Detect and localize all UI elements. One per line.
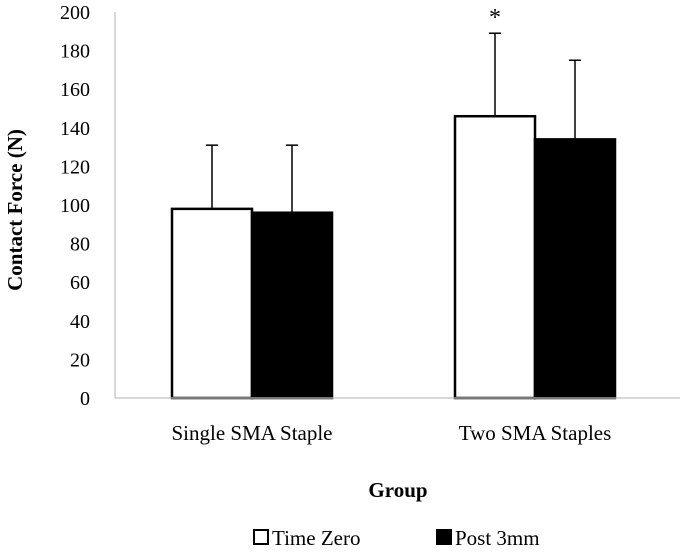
- y-tick-label-60: 60: [70, 272, 90, 294]
- bars: [170, 114, 617, 400]
- bar-post-3mm-1: [250, 211, 334, 400]
- y-tick-label-20: 20: [70, 349, 90, 371]
- x-category-label-2: Two SMA Staples: [459, 421, 612, 445]
- significance-marker: *: [489, 5, 501, 31]
- bar-time-zero-1: [170, 207, 254, 400]
- y-axis-title: Contact Force (N): [3, 129, 27, 291]
- error-bars: [206, 32, 581, 213]
- y-tick-label-140: 140: [60, 118, 90, 140]
- y-tick-label-200: 200: [60, 2, 90, 24]
- x-category-label-1: Single SMA Staple: [171, 421, 332, 445]
- y-tick-label-80: 80: [70, 234, 90, 256]
- y-axis-ticks: 0 20 40 60 80 100 120 140 160 180 200: [60, 2, 90, 410]
- legend: Time Zero Post 3mm: [253, 526, 540, 550]
- bar-time-zero-2: [453, 114, 537, 400]
- y-tick-label-40: 40: [70, 311, 90, 333]
- y-tick-label-0: 0: [80, 388, 90, 410]
- x-axis-category-labels: Single SMA Staple Two SMA Staples: [171, 421, 611, 445]
- annotations: *: [489, 5, 501, 31]
- y-tick-label-180: 180: [60, 41, 90, 63]
- y-tick-label-160: 160: [60, 79, 90, 101]
- legend-swatch-time-zero: [253, 529, 269, 545]
- y-tick-label-100: 100: [60, 195, 90, 217]
- legend-label-time-zero: Time Zero: [272, 526, 360, 550]
- bar-post-3mm-2: [533, 138, 617, 400]
- x-axis-title: Group: [368, 478, 427, 502]
- legend-label-post-3mm: Post 3mm: [455, 526, 540, 550]
- legend-swatch-post-3mm: [436, 529, 452, 545]
- y-tick-label-120: 120: [60, 156, 90, 178]
